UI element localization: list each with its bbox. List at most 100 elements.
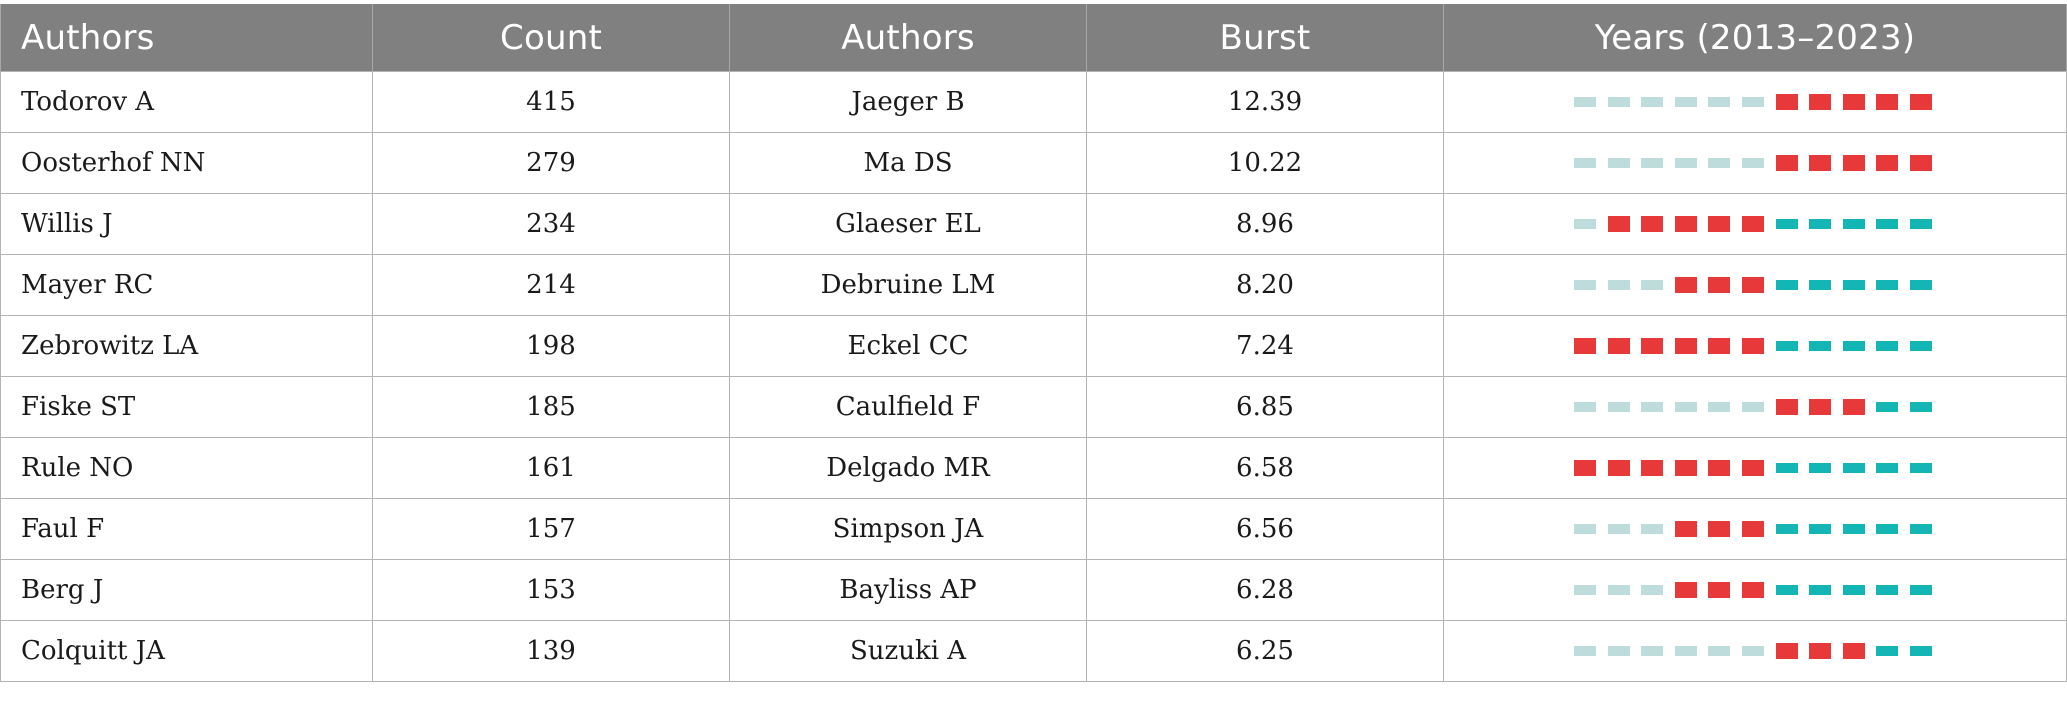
year-segment-light: [1574, 585, 1596, 595]
year-segment-teal: [1775, 341, 1798, 351]
year-segment-light: [1574, 219, 1596, 229]
year-segment-light: [1641, 585, 1664, 595]
year-segment-light: [1607, 585, 1630, 595]
cell-author-burst: Ma DS: [729, 132, 1087, 194]
year-segment-teal: [1909, 524, 1932, 534]
year-segment-teal: [1842, 463, 1865, 473]
year-segment-teal: [1909, 585, 1932, 595]
cell-years: [1443, 254, 2067, 316]
year-segment-burst: [1741, 277, 1764, 293]
year-segment-burst: [1775, 399, 1798, 415]
cell-author-burst: Simpson JA: [729, 498, 1087, 560]
year-segment-burst: [1876, 94, 1899, 110]
year-segment-light: [1708, 646, 1731, 656]
year-segment-burst: [1775, 94, 1798, 110]
cell-count: 234: [372, 193, 730, 255]
cell-count: 415: [372, 71, 730, 133]
year-segment-burst: [1708, 338, 1731, 354]
year-segment-light: [1607, 524, 1630, 534]
year-segment-light: [1607, 158, 1630, 168]
table-row: Colquitt JA 139 Suzuki A 6.25: [0, 620, 2067, 682]
year-segment-burst: [1574, 338, 1596, 354]
year-segment-burst: [1876, 155, 1899, 171]
cell-author-count: Rule NO: [0, 437, 373, 499]
year-segment-teal: [1876, 524, 1899, 534]
year-segment-burst: [1674, 277, 1697, 293]
year-segment-teal: [1809, 341, 1832, 351]
year-segment-teal: [1909, 219, 1932, 229]
year-segment-burst: [1741, 521, 1764, 537]
year-segment-light: [1574, 280, 1596, 290]
year-segment-teal: [1809, 463, 1832, 473]
cell-burst: 6.85: [1086, 376, 1444, 438]
cell-years: [1443, 315, 2067, 377]
year-segment-burst: [1809, 399, 1832, 415]
cell-years: [1443, 620, 2067, 682]
year-segment-teal: [1909, 646, 1932, 656]
cell-author-burst: Delgado MR: [729, 437, 1087, 499]
cell-years: [1443, 498, 2067, 560]
cell-count: 214: [372, 254, 730, 316]
year-segment-teal: [1809, 585, 1832, 595]
header-authors-burst: Authors: [729, 4, 1087, 72]
year-segment-burst: [1708, 521, 1731, 537]
years-timeline: [1444, 133, 2066, 193]
year-segment-burst: [1842, 643, 1865, 659]
year-segment-burst: [1741, 338, 1764, 354]
table-row: Berg J 153 Bayliss AP 6.28: [0, 559, 2067, 621]
year-segment-burst: [1607, 338, 1630, 354]
year-segment-burst: [1708, 582, 1731, 598]
year-segment-burst: [1641, 338, 1664, 354]
years-timeline: [1444, 194, 2066, 254]
cell-author-burst: Caulfield F: [729, 376, 1087, 438]
table-row: Faul F 157 Simpson JA 6.56: [0, 498, 2067, 560]
year-segment-teal: [1809, 524, 1832, 534]
year-segment-light: [1674, 158, 1697, 168]
year-segment-burst: [1607, 216, 1630, 232]
cell-years: [1443, 437, 2067, 499]
year-segment-light: [1607, 97, 1630, 107]
year-segment-light: [1641, 158, 1664, 168]
header-burst: Burst: [1086, 4, 1444, 72]
header-years: Years (2013–2023): [1443, 4, 2067, 72]
authors-table: Authors Count Authors Burst Years (2013–…: [0, 4, 2067, 682]
cell-count: 157: [372, 498, 730, 560]
year-segment-light: [1741, 646, 1764, 656]
header-authors-count: Authors: [0, 4, 373, 72]
cell-author-burst: Debruine LM: [729, 254, 1087, 316]
cell-author-count: Zebrowitz LA: [0, 315, 373, 377]
years-timeline: [1444, 377, 2066, 437]
year-segment-light: [1741, 97, 1764, 107]
year-segment-teal: [1842, 341, 1865, 351]
cell-burst: 7.24: [1086, 315, 1444, 377]
table-header: Authors Count Authors Burst Years (2013–…: [0, 4, 2067, 72]
year-segment-burst: [1641, 460, 1664, 476]
year-segment-burst: [1674, 338, 1697, 354]
year-segment-teal: [1842, 219, 1865, 229]
cell-author-count: Colquitt JA: [0, 620, 373, 682]
year-segment-burst: [1775, 643, 1798, 659]
table-row: Willis J 234 Glaeser EL 8.96: [0, 193, 2067, 255]
year-segment-teal: [1876, 646, 1899, 656]
cell-years: [1443, 71, 2067, 133]
cell-author-count: Fiske ST: [0, 376, 373, 438]
year-segment-teal: [1876, 219, 1899, 229]
table-row: Fiske ST 185 Caulfield F 6.85: [0, 376, 2067, 438]
year-segment-burst: [1842, 155, 1865, 171]
year-segment-burst: [1708, 277, 1731, 293]
year-segment-teal: [1842, 280, 1865, 290]
table-body: Todorov A 415 Jaeger B 12.39 Oosterhof NN 279…: [0, 71, 2067, 682]
year-segment-light: [1641, 97, 1664, 107]
table-row: Mayer RC 214 Debruine LM 8.20: [0, 254, 2067, 316]
year-segment-teal: [1809, 280, 1832, 290]
year-segment-light: [1708, 402, 1731, 412]
years-timeline: [1444, 560, 2066, 620]
year-segment-teal: [1909, 280, 1932, 290]
cell-author-count: Willis J: [0, 193, 373, 255]
cell-burst: 6.25: [1086, 620, 1444, 682]
year-segment-burst: [1809, 155, 1832, 171]
year-segment-light: [1607, 646, 1630, 656]
year-segment-light: [1641, 280, 1664, 290]
cell-count: 139: [372, 620, 730, 682]
year-segment-teal: [1909, 341, 1932, 351]
